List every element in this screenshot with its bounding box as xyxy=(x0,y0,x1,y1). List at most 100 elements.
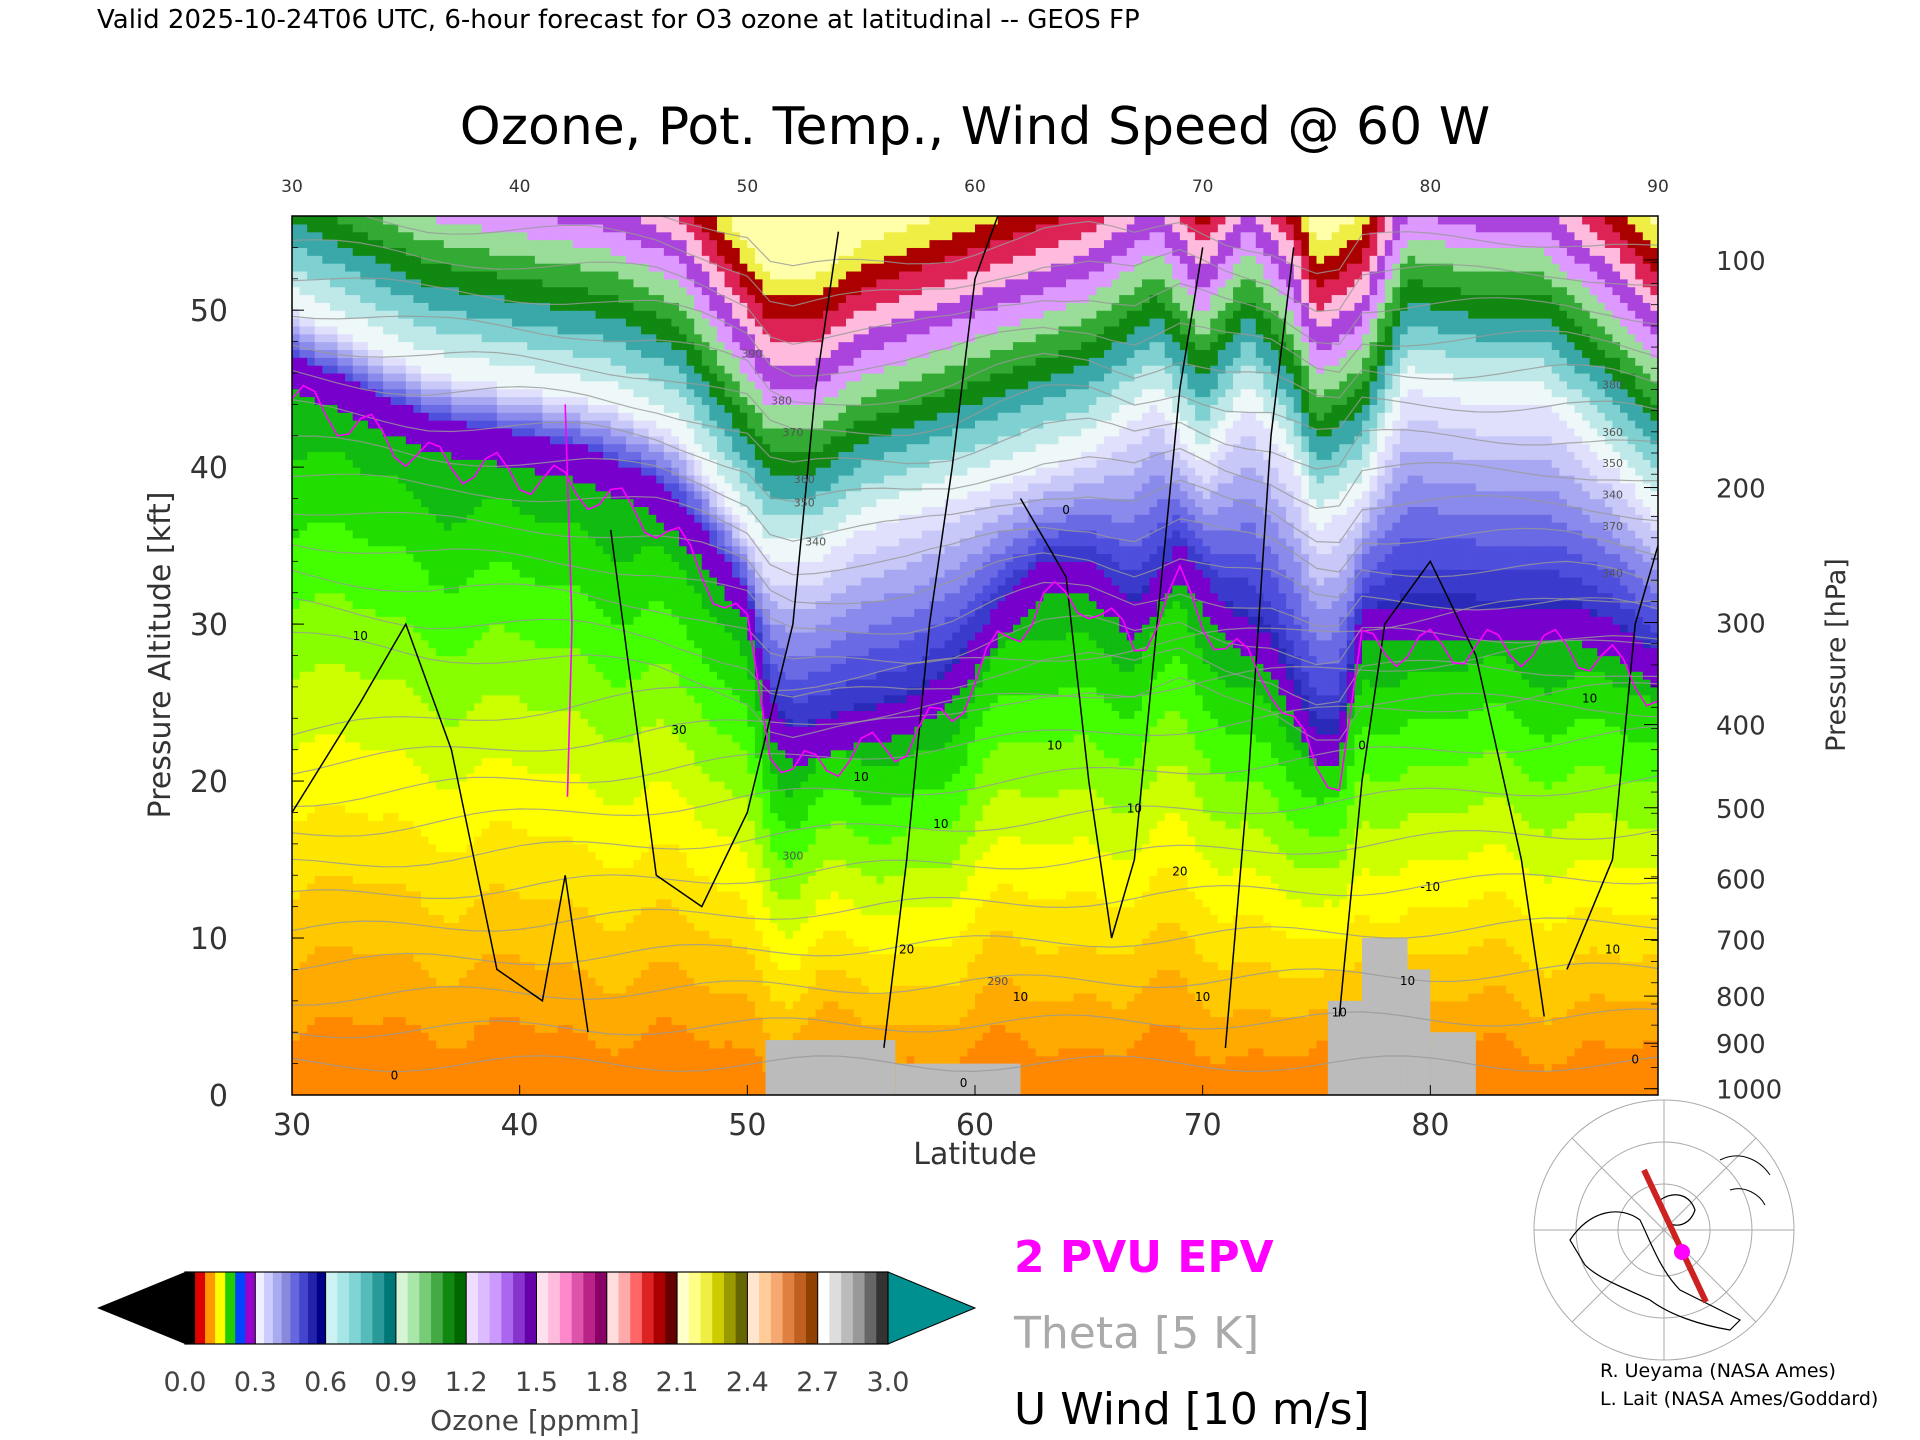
ozone-cell xyxy=(390,302,399,311)
ozone-cell xyxy=(413,474,422,484)
ozone-cell xyxy=(375,263,384,272)
ozone-cell xyxy=(375,922,384,931)
ozone-cell xyxy=(390,836,399,845)
ozone-cell xyxy=(375,639,384,649)
ozone-cell xyxy=(390,435,399,445)
ozone-cell xyxy=(512,318,521,327)
ozone-cell xyxy=(398,757,407,766)
ozone-cell xyxy=(345,890,354,900)
ozone-cell xyxy=(458,765,468,774)
ozone-cell xyxy=(458,796,468,806)
ozone-cell xyxy=(557,1000,566,1010)
ozone-cell xyxy=(595,239,604,248)
ozone-cell xyxy=(329,757,339,766)
ozone-cell xyxy=(587,1079,597,1088)
ozone-cell xyxy=(603,608,612,617)
ozone-cell xyxy=(618,655,627,664)
ozone-cell xyxy=(451,836,460,845)
ozone-cell xyxy=(367,969,377,978)
ozone-cell xyxy=(451,953,460,963)
ozone-cell xyxy=(542,270,551,280)
ozone-cell xyxy=(489,836,498,845)
ozone-cell xyxy=(466,216,475,225)
ozone-cell xyxy=(565,812,574,821)
ozone-cell xyxy=(565,945,574,955)
ozone-cell xyxy=(466,647,475,657)
ozone-cell xyxy=(337,427,346,437)
ozone-cell xyxy=(443,349,452,358)
ozone-cell xyxy=(436,694,445,704)
ozone-cell xyxy=(618,231,627,241)
ozone-cell xyxy=(375,710,384,719)
ozone-cell xyxy=(398,263,407,272)
ozone-cell xyxy=(504,1040,513,1049)
ozone-cell xyxy=(405,577,415,586)
ozone-cell xyxy=(436,686,445,696)
ozone-cell xyxy=(550,223,559,233)
ozone-cell xyxy=(292,270,301,280)
ozone-cell xyxy=(307,788,316,798)
ozone-cell xyxy=(587,1000,597,1010)
ozone-cell xyxy=(367,482,377,492)
ozone-cell xyxy=(337,694,346,704)
ozone-cell xyxy=(299,718,308,727)
ozone-cell xyxy=(489,270,498,280)
ozone-cell xyxy=(580,765,589,774)
ozone-cell xyxy=(345,263,354,272)
ozone-cell xyxy=(580,341,589,351)
ozone-cell xyxy=(496,318,506,327)
ozone-cell xyxy=(322,663,331,672)
ozone-cell xyxy=(398,255,407,264)
ozone-cell xyxy=(329,859,339,868)
ozone-cell xyxy=(519,647,528,657)
ozone-cell xyxy=(474,804,483,814)
ozone-cell xyxy=(367,828,377,837)
ozone-cell xyxy=(314,451,323,460)
ozone-cell xyxy=(474,922,483,931)
ozone-cell xyxy=(352,1087,361,1095)
ozone-cell xyxy=(292,1079,301,1088)
ozone-cell xyxy=(383,569,392,578)
ozone-cell xyxy=(367,216,377,225)
ozone-cell xyxy=(580,749,589,759)
ozone-cell xyxy=(519,977,528,986)
ozone-cell xyxy=(557,757,566,766)
ozone-cell xyxy=(618,239,627,248)
ozone-cell xyxy=(337,239,346,248)
ozone-cell xyxy=(610,749,619,759)
ozone-cell xyxy=(580,616,589,625)
ozone-cell xyxy=(337,1079,346,1088)
ozone-cell xyxy=(542,812,551,821)
ozone-cell xyxy=(610,506,619,515)
ozone-cell xyxy=(413,812,422,821)
ozone-cell xyxy=(542,1016,551,1025)
ozone-cell xyxy=(519,733,528,743)
ozone-cell xyxy=(421,773,430,782)
ozone-cell xyxy=(481,412,490,421)
ozone-cell xyxy=(383,474,392,484)
ozone-cell xyxy=(337,216,346,225)
ozone-cell xyxy=(550,239,559,248)
ozone-cell xyxy=(557,412,566,421)
ozone-cell xyxy=(360,231,369,241)
ozone-cell xyxy=(618,977,627,986)
ozone-cell xyxy=(383,270,392,280)
ozone-cell xyxy=(390,247,399,256)
ozone-cell xyxy=(360,404,369,413)
ozone-cell xyxy=(405,522,415,531)
ozone-cell xyxy=(360,1087,369,1095)
ozone-cell xyxy=(595,427,604,437)
ozone-cell xyxy=(504,1087,513,1095)
ozone-cell xyxy=(542,490,551,500)
ozone-cell xyxy=(550,702,559,712)
ozone-cell xyxy=(292,1047,301,1057)
ozone-cell xyxy=(474,577,483,586)
ozone-cell xyxy=(474,1063,483,1073)
ozone-cell xyxy=(572,600,581,610)
ozone-cell xyxy=(360,655,369,664)
ozone-cell xyxy=(390,318,399,327)
ozone-cell xyxy=(489,624,498,633)
ozone-cell xyxy=(474,914,483,923)
ozone-cell xyxy=(352,396,361,405)
ozone-cell xyxy=(542,372,551,382)
